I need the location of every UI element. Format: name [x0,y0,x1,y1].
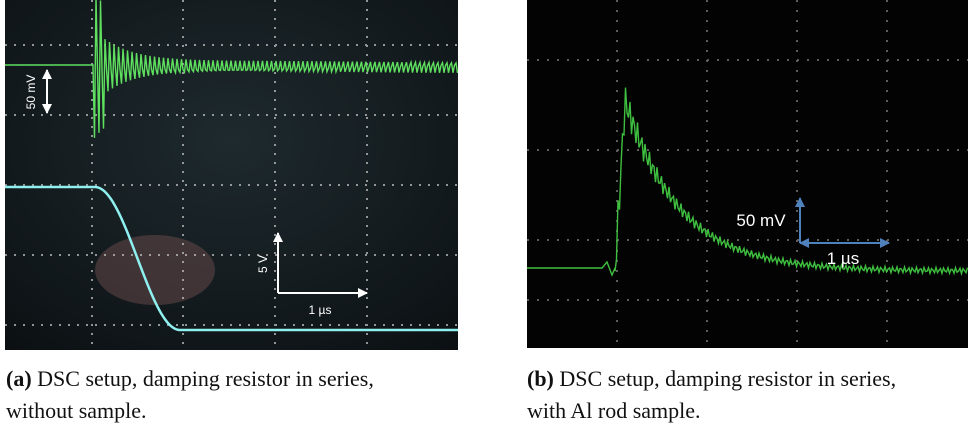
scale-label: 50 mV [24,75,38,110]
caption: (b) DSC setup, damping resistor in serie… [527,363,927,427]
screen [5,0,458,350]
trace-ch1 [5,0,458,138]
scale-label: 5 V [256,255,270,273]
grid [5,0,458,350]
caption: (a) DSC setup, damping resistor in serie… [6,363,406,427]
trace [527,87,968,277]
scope-photo-a: 50 mV 5 V 1 µs [5,0,458,350]
caption-text: DSC setup, damping resistor in series, w… [6,366,374,423]
grid [527,0,968,348]
caption-label: (b) [527,366,554,391]
caption-text: DSC setup, damping resistor in series, w… [527,366,897,423]
trace-ch2 [5,185,458,332]
caption-label: (a) [6,366,32,391]
scale-label: 1 µs [827,249,859,268]
screen [527,0,968,348]
scale-label: 1 µs [309,303,332,317]
glare [95,235,215,305]
scope-photo-b: 50 mV 1 µs [527,0,968,348]
scale-label: 50 mV [736,211,786,230]
